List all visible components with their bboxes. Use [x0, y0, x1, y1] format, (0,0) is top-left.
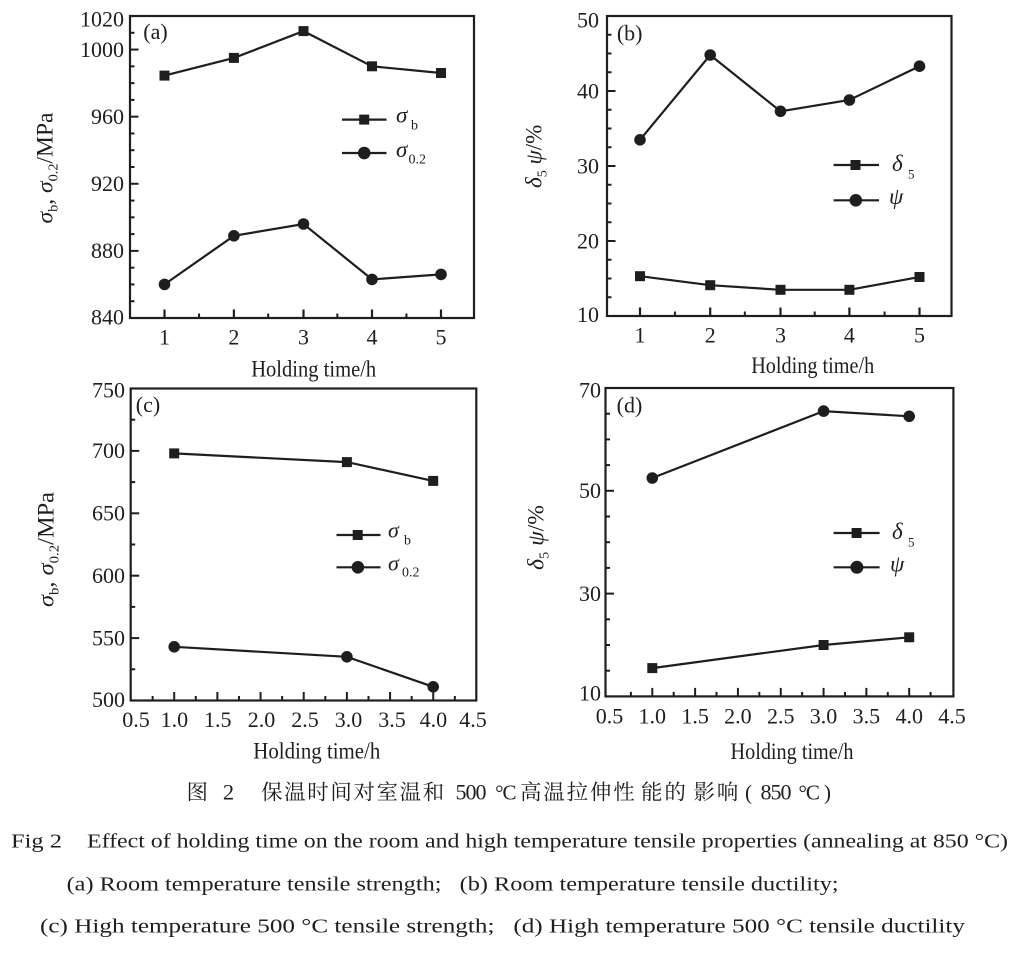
svg-text:40: 40 [577, 78, 599, 103]
svg-text:840: 840 [91, 304, 124, 329]
svg-text:2.0: 2.0 [724, 704, 752, 729]
svg-text:650: 650 [92, 501, 125, 526]
svg-text:550: 550 [92, 625, 125, 650]
svg-text:1: 1 [635, 323, 646, 348]
svg-text:σ: σ [396, 103, 409, 128]
svg-text:°C: °C [799, 781, 819, 805]
svg-text:1020: 1020 [80, 6, 124, 31]
svg-text:3: 3 [775, 323, 786, 348]
svg-text:0.5: 0.5 [596, 704, 624, 729]
svg-text:880: 880 [91, 238, 124, 263]
svg-text:920: 920 [91, 171, 124, 196]
svg-text:50: 50 [577, 7, 599, 32]
svg-text:30: 30 [577, 153, 599, 178]
svg-text:1: 1 [159, 325, 170, 350]
svg-text:ψ: ψ [889, 184, 904, 209]
svg-text:2: 2 [705, 323, 716, 348]
svg-text:δ5 ψ/%: δ5 ψ/% [524, 505, 553, 570]
svg-text:4.0: 4.0 [895, 704, 923, 729]
svg-text:70: 70 [579, 377, 601, 402]
svg-text:4.5: 4.5 [459, 707, 487, 732]
svg-text:°C: °C [495, 781, 515, 805]
svg-text:1.5: 1.5 [681, 704, 709, 729]
svg-text:3.0: 3.0 [810, 704, 838, 729]
svg-text:(b): (b) [617, 21, 643, 46]
svg-text:3.5: 3.5 [378, 707, 406, 732]
svg-text:700: 700 [92, 438, 125, 463]
svg-text:δ: δ [892, 519, 903, 544]
svg-text:5: 5 [436, 325, 447, 350]
svg-text:10: 10 [579, 681, 601, 706]
svg-text:(: ( [745, 781, 752, 805]
svg-text:5: 5 [914, 323, 925, 348]
svg-text:0.5: 0.5 [122, 707, 150, 732]
svg-text:δ5 ψ/%: δ5 ψ/% [522, 125, 551, 188]
svg-text:Effect of holding time on the: Effect of holding time on the room and h… [87, 831, 1008, 853]
svg-text:1000: 1000 [80, 37, 124, 62]
svg-text:): ) [824, 781, 831, 805]
svg-text:1.0: 1.0 [161, 707, 189, 732]
svg-text:3.0: 3.0 [335, 707, 363, 732]
svg-text:b: b [404, 534, 411, 549]
svg-text:(a) Room temperature tensile s: (a) Room temperature tensile strength; (… [67, 873, 839, 895]
svg-text:Holding time/h: Holding time/h [731, 739, 854, 764]
svg-text:σ: σ [396, 137, 409, 162]
svg-text:4: 4 [844, 323, 855, 348]
svg-text:σ: σ [388, 550, 400, 575]
svg-text:3: 3 [298, 325, 309, 350]
svg-text:4.5: 4.5 [938, 704, 966, 729]
svg-text:(c): (c) [136, 392, 160, 417]
svg-text:2: 2 [228, 325, 239, 350]
svg-text:Holding time/h: Holding time/h [253, 739, 380, 764]
svg-text:50: 50 [579, 478, 601, 503]
svg-text:(d): (d) [617, 393, 643, 418]
svg-text:600: 600 [92, 563, 125, 588]
svg-text:960: 960 [91, 104, 124, 129]
svg-text:b: b [411, 119, 418, 134]
svg-text:ψ: ψ [890, 552, 905, 577]
svg-text:2.5: 2.5 [767, 704, 795, 729]
svg-text:3.5: 3.5 [853, 704, 881, 729]
svg-text:0.2: 0.2 [402, 566, 420, 581]
svg-text:0.2: 0.2 [409, 153, 427, 168]
svg-text:750: 750 [92, 377, 125, 402]
svg-text:σb, σ0.2/MPa: σb, σ0.2/MPa [34, 492, 63, 607]
svg-text:(a): (a) [143, 19, 167, 44]
svg-text:10: 10 [577, 302, 599, 327]
svg-text:2.5: 2.5 [291, 707, 319, 732]
svg-text:500: 500 [456, 780, 487, 805]
svg-text:4.0: 4.0 [420, 707, 448, 732]
svg-text:σb, σ0.2/MPa: σb, σ0.2/MPa [33, 113, 62, 224]
svg-text:1.5: 1.5 [204, 707, 232, 732]
svg-text:Fig 2: Fig 2 [11, 831, 62, 853]
svg-text:2: 2 [223, 780, 234, 805]
svg-text:5: 5 [908, 535, 915, 550]
svg-text:1.0: 1.0 [639, 704, 667, 729]
svg-text:4: 4 [367, 325, 378, 350]
svg-text:(c) High temperature 500 °C te: (c) High temperature 500 °C tensile stre… [40, 915, 965, 937]
svg-text:500: 500 [92, 687, 125, 712]
svg-text:5: 5 [908, 167, 915, 182]
svg-text:20: 20 [577, 228, 599, 253]
svg-text:δ: δ [892, 151, 903, 176]
svg-text:2.0: 2.0 [248, 707, 276, 732]
svg-text:Holding time/h: Holding time/h [251, 357, 376, 382]
svg-text:σ: σ [388, 518, 400, 543]
svg-text:Holding time/h: Holding time/h [751, 353, 874, 378]
svg-text:850: 850 [761, 780, 792, 805]
svg-text:30: 30 [579, 581, 601, 606]
